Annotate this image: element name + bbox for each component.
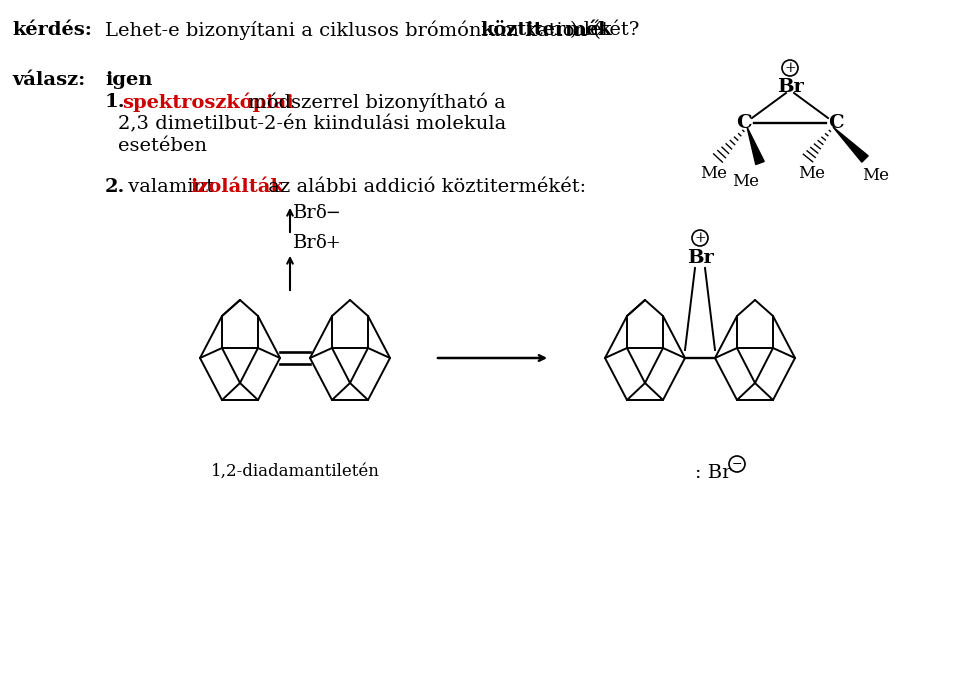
Text: köztitermék: köztitermék xyxy=(480,21,612,39)
Text: C: C xyxy=(736,114,752,132)
Text: Br: Br xyxy=(686,249,713,267)
Text: Me: Me xyxy=(700,165,727,182)
Text: C: C xyxy=(828,114,844,132)
Text: kérdés:: kérdés: xyxy=(12,21,92,39)
Text: 1,2-diadamantiletén: 1,2-diadamantiletén xyxy=(210,463,379,480)
Text: 1.: 1. xyxy=(105,93,126,111)
Text: +: + xyxy=(784,61,796,75)
Text: 2.: 2. xyxy=(105,178,126,196)
Text: izolálták: izolálták xyxy=(190,178,284,196)
Text: Lehet-e bizonyítani a ciklusos brómónium kation (: Lehet-e bizonyítani a ciklusos brómónium… xyxy=(105,21,601,40)
Text: módszerrel bizonyítható a: módszerrel bizonyítható a xyxy=(242,93,506,112)
Polygon shape xyxy=(747,127,764,164)
Polygon shape xyxy=(833,127,868,162)
Text: Me: Me xyxy=(732,173,759,190)
Text: ) létét?: ) létét? xyxy=(570,21,639,40)
Text: Me: Me xyxy=(798,165,825,182)
Text: δ+: δ+ xyxy=(315,234,341,252)
Text: : Br: : Br xyxy=(695,464,732,482)
Text: Br: Br xyxy=(293,204,317,222)
Text: δ−: δ− xyxy=(315,204,341,222)
Text: 2,3 dimetilbut-2-én kiindulási molekula: 2,3 dimetilbut-2-én kiindulási molekula xyxy=(118,115,506,133)
Text: +: + xyxy=(694,231,706,245)
Text: válasz:: válasz: xyxy=(12,71,85,89)
Text: az alábbi addició köztitermékét:: az alábbi addició köztitermékét: xyxy=(262,178,587,196)
Text: Me: Me xyxy=(862,167,889,184)
Text: spektroszkópiai: spektroszkópiai xyxy=(122,93,294,112)
Text: −: − xyxy=(732,457,742,471)
Text: Br: Br xyxy=(293,234,317,252)
Text: igen: igen xyxy=(105,71,153,89)
Text: Br: Br xyxy=(777,78,804,96)
Text: valamint: valamint xyxy=(122,178,220,196)
Text: esetében: esetében xyxy=(118,137,207,155)
